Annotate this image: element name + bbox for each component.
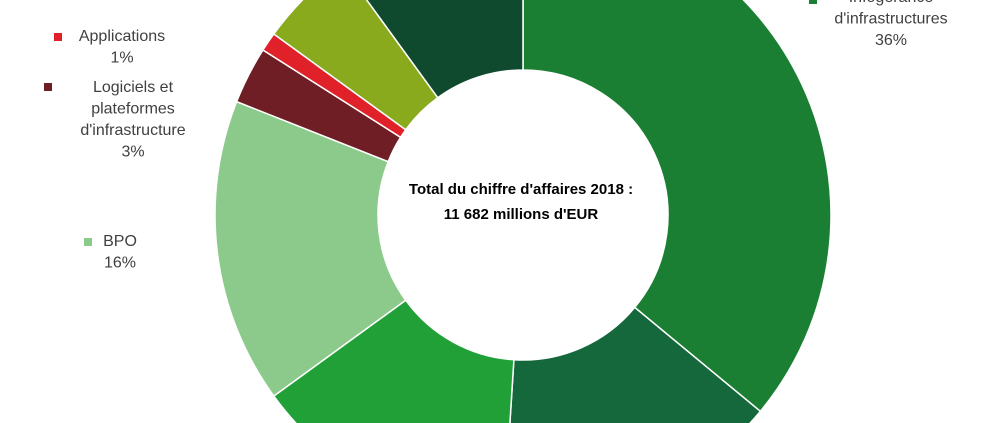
slice <box>214 100 407 398</box>
slice-label: BPO <box>103 233 137 250</box>
slices <box>214 0 832 423</box>
slice-label: d'infrastructures <box>834 11 947 28</box>
value-label: 36% <box>875 32 907 49</box>
legend-marker <box>54 33 62 41</box>
center-text: 11 682 millions d'EUR <box>444 206 599 223</box>
slice-label: Infogérance <box>849 0 934 6</box>
slice <box>509 306 762 423</box>
slice-label: Applications <box>79 28 165 45</box>
slice <box>522 0 832 413</box>
value-label: 1% <box>110 50 133 67</box>
value-label: 16% <box>104 255 136 272</box>
center-text: Total du chiffre d'affaires 2018 : <box>409 181 633 198</box>
value-label: 3% <box>121 144 144 161</box>
slice <box>272 0 439 131</box>
slice-label: plateformes <box>91 101 175 118</box>
slice <box>272 299 515 423</box>
slice-label: Logiciels et <box>93 79 174 96</box>
legend-marker <box>84 238 92 246</box>
slice-label: d'infrastructure <box>80 122 185 139</box>
slice <box>365 0 524 99</box>
legend-marker <box>809 0 817 4</box>
legend-marker <box>44 83 52 91</box>
